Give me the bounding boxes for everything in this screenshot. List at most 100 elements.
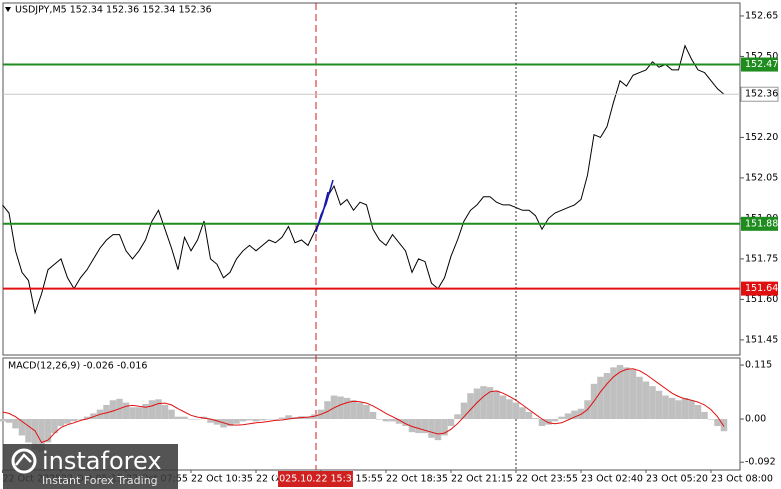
macd-bar bbox=[194, 419, 201, 420]
price-frame bbox=[2, 2, 741, 356]
macd-bar bbox=[174, 416, 182, 420]
macd-bar bbox=[707, 419, 715, 420]
macd-bar bbox=[213, 419, 221, 425]
watermark-tagline: Instant Forex Trading bbox=[42, 474, 158, 487]
macd-bar bbox=[252, 419, 260, 422]
macd-bar bbox=[473, 388, 481, 420]
macd-bar bbox=[31, 419, 39, 450]
macd-bar bbox=[51, 419, 58, 434]
macd-bar bbox=[428, 419, 435, 438]
macd-bar bbox=[5, 419, 13, 423]
macd-bar bbox=[434, 419, 442, 441]
macd-bar bbox=[343, 397, 351, 420]
overlay: USDJPY,M5 152.34 152.36 152.34 152.36 MA… bbox=[3, 5, 358, 489]
y-tick-label: 0.00 bbox=[745, 414, 766, 425]
y-tick-label: 152.65 bbox=[745, 10, 778, 21]
macd-bar bbox=[207, 419, 214, 423]
macd-bar bbox=[278, 417, 286, 420]
macd-bar bbox=[83, 416, 91, 420]
y-tick-label: 152.05 bbox=[745, 172, 778, 183]
signal-line bbox=[2, 368, 725, 444]
macd-bar bbox=[142, 404, 149, 420]
macd-bar bbox=[246, 419, 253, 421]
macd-bar bbox=[239, 419, 247, 422]
macd-frame bbox=[2, 357, 741, 471]
macd-bar bbox=[44, 419, 52, 443]
macd-bar bbox=[129, 407, 136, 420]
macd-bar bbox=[616, 365, 624, 420]
macd-bar bbox=[38, 419, 45, 452]
y-tick-label: 0.115 bbox=[745, 360, 772, 371]
level-label: 152.36 bbox=[745, 89, 778, 100]
macd-bar bbox=[506, 399, 513, 420]
macd-bar bbox=[0, 419, 6, 422]
macd-bar bbox=[18, 419, 26, 436]
y-tick-label: 152.20 bbox=[745, 132, 778, 143]
level-label: 152.47 bbox=[745, 59, 778, 70]
macd-bar bbox=[681, 397, 689, 420]
macd-bar bbox=[720, 419, 728, 432]
macd-bar bbox=[415, 419, 422, 434]
x-tick-label: 22 Oct 10:35 bbox=[191, 474, 253, 485]
x-tick-label: 22 Oct 23:55 bbox=[516, 474, 578, 485]
macd-bar bbox=[70, 419, 78, 422]
y-tick-label: 151.75 bbox=[745, 253, 778, 264]
macd-bar bbox=[57, 419, 65, 427]
chart-title: USDJPY,M5 152.34 152.36 152.34 152.36 bbox=[15, 5, 212, 16]
macd-bar bbox=[694, 404, 702, 420]
macd-bar bbox=[675, 400, 682, 420]
macd-bar bbox=[629, 369, 637, 420]
macd-bar bbox=[168, 409, 175, 420]
level-label: 151.64 bbox=[745, 283, 778, 294]
level-label-box bbox=[741, 57, 778, 72]
macd-bar bbox=[376, 419, 383, 420]
watermark: instaforex Instant Forex Trading bbox=[3, 444, 178, 489]
watermark-icon bbox=[15, 453, 32, 466]
macd-bar bbox=[623, 367, 630, 420]
plot: 152.65152.50152.20152.05151.90151.75151.… bbox=[0, 10, 779, 485]
price-line bbox=[2, 44, 725, 315]
macd-bar bbox=[356, 402, 364, 420]
macd-bar bbox=[668, 397, 676, 420]
macd-bar bbox=[122, 402, 130, 420]
macd-bar bbox=[25, 419, 32, 443]
macd-bar bbox=[467, 393, 474, 420]
macd-bar bbox=[64, 419, 71, 424]
watermark-icon bbox=[11, 448, 37, 474]
macd-bar bbox=[109, 400, 117, 420]
macd-bar bbox=[558, 416, 565, 420]
macd-bar bbox=[551, 419, 559, 422]
time-marker-box bbox=[278, 471, 353, 487]
macd-bar bbox=[324, 401, 331, 420]
x-tick-label: 23 Oct 02:40 bbox=[581, 474, 643, 485]
macd-bar bbox=[597, 376, 604, 420]
macd-bar bbox=[148, 400, 156, 420]
macd-bar bbox=[512, 402, 520, 420]
macd-bar bbox=[525, 411, 533, 420]
x-tick-label: 22 Oct 21:15 bbox=[451, 474, 513, 485]
macd-bar bbox=[337, 396, 344, 420]
macd-bar bbox=[460, 402, 468, 420]
level-label-box bbox=[741, 216, 778, 231]
macd-bar bbox=[714, 419, 721, 427]
macd-bar bbox=[571, 410, 578, 420]
macd-bar bbox=[363, 404, 370, 420]
macd-bar bbox=[499, 395, 507, 420]
level-label: 151.88 bbox=[745, 218, 778, 229]
macd-bar bbox=[350, 400, 357, 420]
macd-bar bbox=[408, 419, 416, 433]
y-tick-label: 151.45 bbox=[745, 334, 778, 345]
y-tick-label: 152.50 bbox=[745, 51, 778, 62]
macd-bar bbox=[603, 373, 611, 420]
macd-bar bbox=[103, 404, 110, 420]
macd-bar bbox=[382, 419, 390, 422]
macd-bar bbox=[701, 411, 708, 420]
macd-bar bbox=[688, 400, 695, 420]
macd-bar bbox=[155, 399, 162, 420]
x-tick-label: 23 Oct 08:00 bbox=[711, 474, 773, 485]
macd-bar bbox=[454, 414, 461, 420]
macd-bar bbox=[369, 411, 377, 420]
macd-bar bbox=[389, 419, 396, 422]
